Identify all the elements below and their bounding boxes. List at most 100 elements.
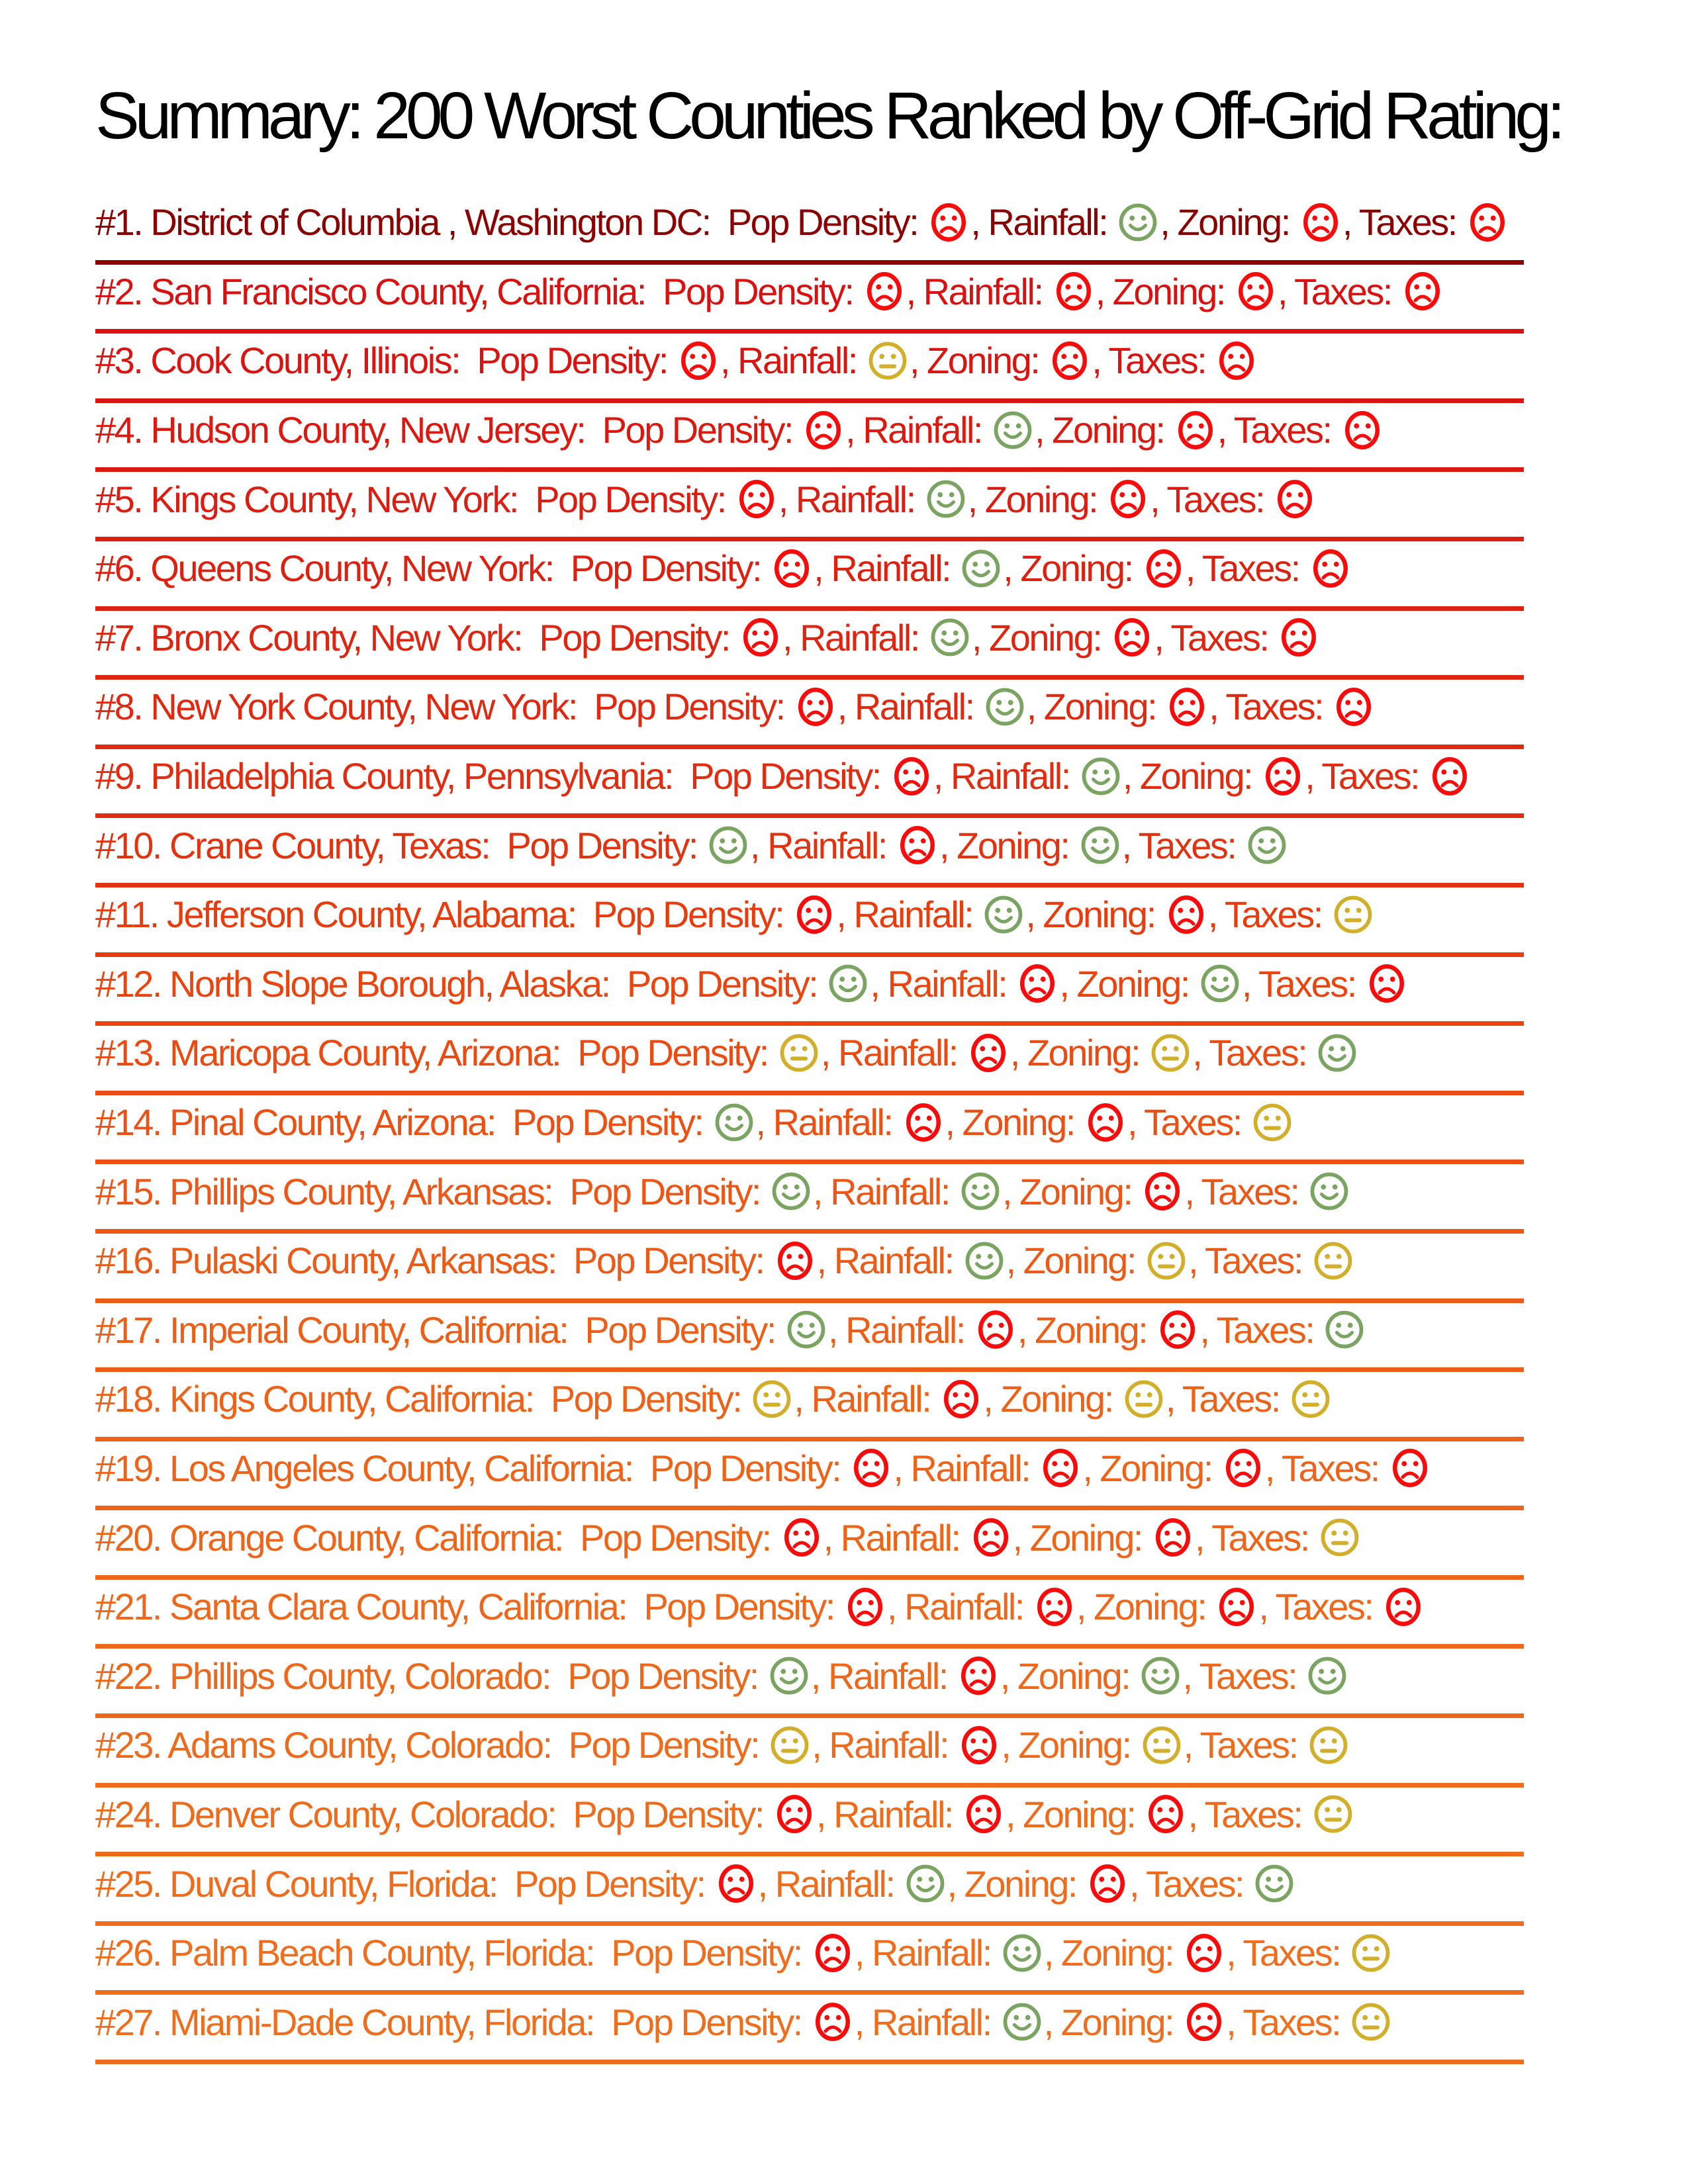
- bad-face-icon: [1053, 341, 1088, 380]
- bad-face-icon: [1386, 1587, 1421, 1626]
- bad-face-icon: [1239, 272, 1274, 311]
- metric-label: , Rainfall:: [893, 1447, 1039, 1489]
- metric-label: , Taxes:: [1195, 1516, 1318, 1559]
- good-face-icon: [1003, 1934, 1041, 1972]
- rank-and-county: #12. North Slope Borough, Alaska:: [95, 962, 627, 1005]
- county-row: #4. Hudson County, New Jersey: Pop Densi…: [95, 403, 1524, 473]
- bad-face-icon: [854, 1449, 889, 1488]
- good-face-icon: [715, 1103, 753, 1141]
- metric-label: , Zoning:: [1059, 962, 1197, 1005]
- bad-face-icon: [1336, 687, 1372, 726]
- good-face-icon: [1311, 1172, 1348, 1210]
- county-row: #25. Duval County, Florida: Pop Density:…: [95, 1856, 1524, 1926]
- bad-face-icon: [1313, 549, 1348, 588]
- rank-and-county: #11. Jefferson County, Alabama:: [95, 893, 593, 936]
- metric-label: , Zoning:: [971, 616, 1110, 659]
- metric-label: , Taxes:: [1188, 1793, 1311, 1835]
- metric-label: , Rainfall:: [870, 962, 1015, 1005]
- bad-face-icon: [1219, 1587, 1254, 1626]
- metric-label: Pop Density:: [585, 1308, 784, 1351]
- good-face-icon: [1248, 826, 1286, 864]
- bad-face-icon: [743, 618, 778, 657]
- metric-label: , Taxes:: [1185, 547, 1308, 590]
- bad-face-icon: [797, 895, 832, 934]
- bad-face-icon: [1278, 480, 1313, 519]
- metric-label: , Taxes:: [1182, 1655, 1305, 1697]
- metric-label: , Taxes:: [1217, 409, 1340, 451]
- county-row: #10. Crane County, Texas: Pop Density: ,…: [95, 818, 1524, 887]
- metric-label: Pop Density:: [569, 1170, 769, 1212]
- county-row: #5. Kings County, New York: Pop Density:…: [95, 472, 1524, 541]
- county-row: #21. Santa Clara County, California: Pop…: [95, 1580, 1524, 1649]
- bad-face-icon: [1187, 1933, 1222, 1972]
- rank-and-county: #6. Queens County, New York:: [95, 547, 571, 590]
- county-row: #20. Orange County, California: Pop Dens…: [95, 1510, 1524, 1580]
- county-row: #7. Bronx County, New York: Pop Density:…: [95, 611, 1524, 680]
- metric-label: , Rainfall:: [820, 1032, 966, 1074]
- good-face-icon: [1318, 1034, 1356, 1072]
- metric-label: , Zoning:: [1012, 1516, 1151, 1559]
- metric-label: Pop Density:: [663, 270, 862, 312]
- metric-label: , Zoning:: [1160, 201, 1298, 244]
- metric-label: , Rainfall:: [816, 1793, 962, 1835]
- good-face-icon: [962, 549, 1000, 588]
- good-face-icon: [1141, 1657, 1180, 1695]
- bad-face-icon: [1178, 410, 1213, 449]
- bad-face-icon: [1432, 756, 1468, 796]
- metric-label: Pop Density:: [727, 201, 927, 244]
- metric-label: , Taxes:: [1209, 686, 1332, 728]
- rank-and-county: #21. Santa Clara County, California:: [95, 1586, 644, 1628]
- metric-label: , Zoning:: [1002, 1170, 1141, 1212]
- bad-face-icon: [1344, 410, 1380, 449]
- metric-label: Pop Density:: [580, 1516, 779, 1559]
- metric-label: , Taxes:: [1305, 755, 1428, 797]
- rank-and-county: #5. Kings County, New York:: [95, 478, 536, 520]
- good-face-icon: [931, 618, 969, 657]
- metric-label: , Zoning:: [947, 1862, 1086, 1905]
- neutral-face-icon: [1147, 1242, 1186, 1280]
- good-face-icon: [1119, 203, 1157, 242]
- rank-and-county: #10. Crane County, Texas:: [95, 824, 507, 866]
- good-face-icon: [984, 895, 1023, 934]
- rank-and-county: #3. Cook County, Illinois:: [95, 340, 477, 382]
- bad-face-icon: [1225, 1449, 1260, 1488]
- metric-label: Pop Density:: [573, 1793, 773, 1835]
- metric-label: , Taxes:: [1258, 1586, 1382, 1628]
- document-page: Summary: 200 Worst Counties Ranked by Of…: [95, 79, 1566, 2065]
- metric-label: , Zoning:: [1035, 409, 1173, 451]
- rank-and-county: #26. Palm Beach County, Florida:: [95, 1932, 612, 1974]
- metric-label: Pop Density:: [602, 409, 802, 451]
- bad-face-icon: [784, 1518, 819, 1557]
- good-face-icon: [1326, 1310, 1364, 1349]
- rank-and-county: #13. Maricopa County, Arizona:: [95, 1032, 578, 1074]
- bad-face-icon: [1090, 1864, 1125, 1903]
- bad-face-icon: [906, 1103, 941, 1142]
- bad-face-icon: [1020, 964, 1055, 1003]
- bad-face-icon: [961, 1657, 996, 1696]
- metric-label: , Zoning:: [1026, 686, 1165, 728]
- rank-and-county: #2. San Francisco County, California:: [95, 270, 663, 312]
- metric-label: , Taxes:: [1183, 1724, 1306, 1766]
- bad-face-icon: [1282, 618, 1317, 657]
- rank-and-county: #7. Bronx County, New York:: [95, 616, 539, 659]
- bad-face-icon: [1219, 341, 1254, 380]
- metric-label: , Taxes:: [1150, 478, 1273, 520]
- county-row: #27. Miami-Dade County, Florida: Pop Den…: [95, 1995, 1524, 2065]
- rank-and-county: #16. Pulaski County, Arkansas:: [95, 1240, 574, 1282]
- bad-face-icon: [970, 1033, 1006, 1072]
- county-row: #11. Jefferson County, Alabama: Pop Dens…: [95, 887, 1524, 957]
- bad-face-icon: [739, 480, 774, 519]
- bad-face-icon: [1405, 272, 1440, 311]
- good-face-icon: [709, 826, 747, 864]
- metric-label: , Taxes:: [1199, 1308, 1323, 1351]
- metric-label: , Zoning:: [1000, 1655, 1139, 1697]
- county-row: #8. New York County, New York: Pop Densi…: [95, 680, 1524, 749]
- neutral-face-icon: [1352, 1934, 1390, 1972]
- county-row: #12. North Slope Borough, Alaska: Pop De…: [95, 957, 1524, 1026]
- bad-face-icon: [867, 272, 902, 311]
- bad-face-icon: [718, 1864, 753, 1903]
- good-face-icon: [965, 1242, 1003, 1280]
- metric-label: , Rainfall:: [757, 1862, 903, 1905]
- metric-label: Pop Density:: [649, 1447, 849, 1489]
- good-face-icon: [1003, 2003, 1041, 2041]
